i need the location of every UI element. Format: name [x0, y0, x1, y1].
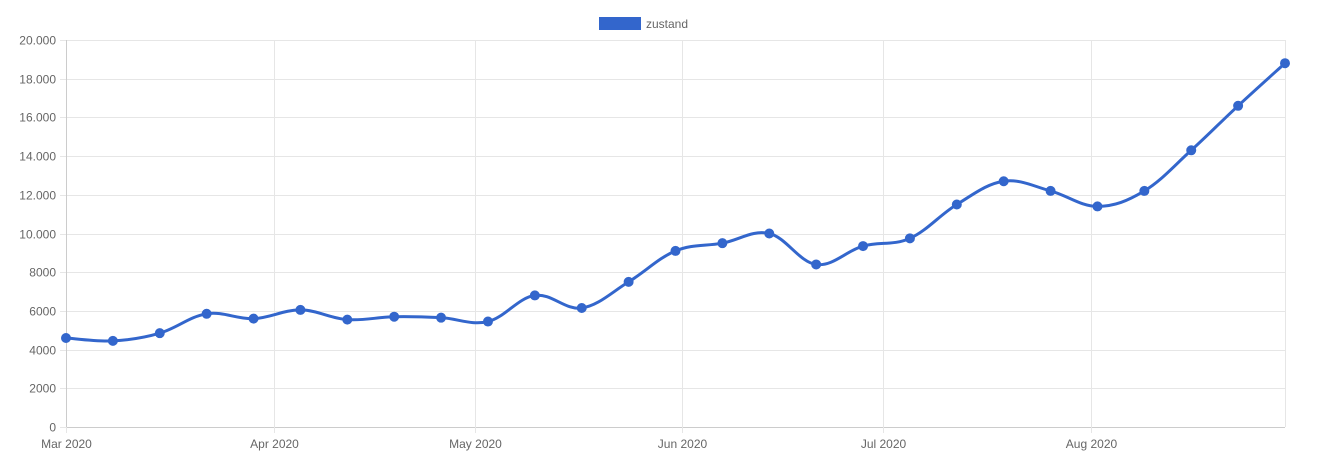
- data-point[interactable]: [764, 228, 775, 239]
- x-tick-label: Apr 2020: [250, 437, 299, 451]
- data-point[interactable]: [201, 308, 212, 319]
- y-axis-ticks: 0 2000 4000 6000 8000 10.000 12.000 14.000 16.00…: [19, 34, 66, 435]
- data-point[interactable]: [1139, 185, 1150, 196]
- data-point[interactable]: [61, 332, 71, 343]
- data-point[interactable]: [1092, 201, 1103, 212]
- data-point[interactable]: [154, 328, 165, 339]
- data-point[interactable]: [576, 302, 587, 313]
- x-tick-label: Jul 2020: [861, 437, 907, 451]
- y-tick-label: 8000: [29, 266, 56, 280]
- legend-label-zustand: zustand: [646, 17, 688, 31]
- data-point[interactable]: [904, 233, 915, 244]
- x-tick-label: Mar 2020: [41, 437, 92, 451]
- data-point[interactable]: [717, 238, 728, 249]
- data-point[interactable]: [1233, 100, 1244, 111]
- data-point[interactable]: [951, 199, 962, 210]
- data-point[interactable]: [858, 241, 869, 252]
- x-axis-ticks: Mar 2020 Apr 2020 May 2020 Jun 2020 Jul 2020…: [41, 427, 1118, 451]
- data-point[interactable]: [107, 335, 118, 346]
- data-point[interactable]: [1280, 58, 1290, 69]
- y-tick-label: 0: [49, 421, 56, 435]
- y-tick-label: 2000: [29, 382, 56, 396]
- data-point[interactable]: [295, 304, 306, 315]
- data-point[interactable]: [342, 314, 353, 325]
- series-zustand: [61, 58, 1290, 346]
- legend: zustand: [599, 17, 688, 31]
- y-tick-label: 12.000: [19, 189, 56, 203]
- x-tick-label: May 2020: [449, 437, 502, 451]
- y-tick-label: 10.000: [19, 228, 56, 242]
- data-point[interactable]: [1186, 145, 1197, 156]
- data-point[interactable]: [436, 312, 447, 323]
- x-tick-label: Jun 2020: [658, 437, 708, 451]
- x-tick-label: Aug 2020: [1066, 437, 1118, 451]
- grid: [66, 40, 1286, 428]
- data-point[interactable]: [623, 276, 634, 287]
- y-tick-label: 14.000: [19, 150, 56, 164]
- data-point[interactable]: [998, 176, 1009, 187]
- legend-swatch-zustand: [599, 17, 641, 30]
- data-point[interactable]: [1045, 185, 1056, 196]
- y-tick-label: 6000: [29, 305, 56, 319]
- data-point[interactable]: [529, 290, 540, 301]
- y-tick-label: 20.000: [19, 34, 56, 48]
- y-tick-label: 16.000: [19, 111, 56, 125]
- data-point[interactable]: [389, 311, 400, 322]
- axes: [66, 40, 1285, 428]
- series-line-zustand: [65, 62, 1287, 343]
- data-point[interactable]: [670, 245, 681, 256]
- data-point[interactable]: [811, 259, 822, 270]
- data-point[interactable]: [482, 316, 493, 327]
- data-point[interactable]: [248, 313, 259, 324]
- y-tick-label: 4000: [29, 344, 56, 358]
- y-tick-label: 18.000: [19, 73, 56, 87]
